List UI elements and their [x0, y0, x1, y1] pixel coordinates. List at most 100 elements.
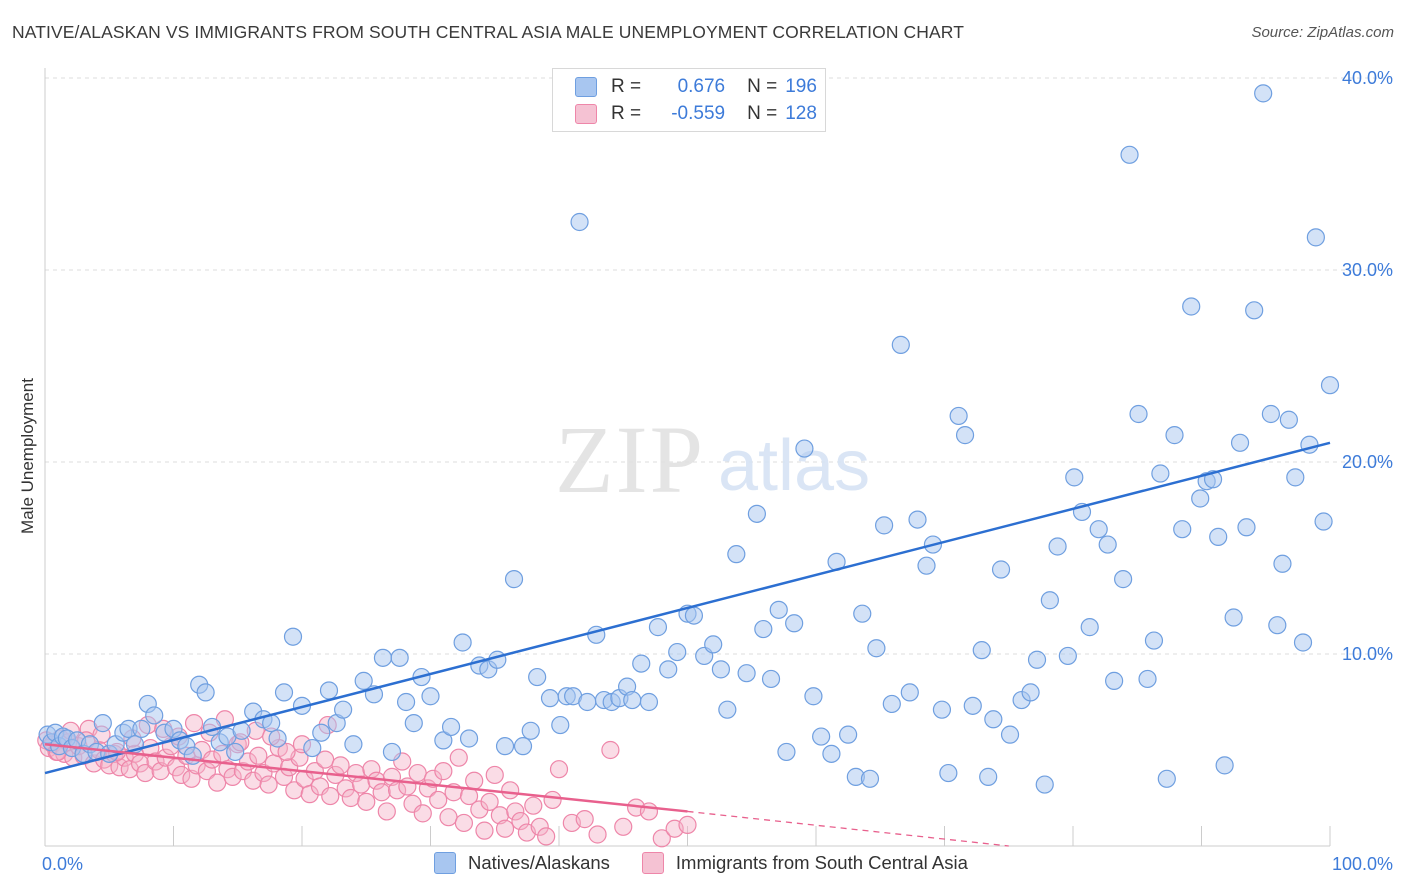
blue-point — [659, 660, 678, 679]
blue-point — [1182, 297, 1201, 316]
blue-point — [955, 426, 975, 445]
blue-point — [727, 545, 746, 564]
blue-point — [747, 504, 766, 523]
blue-point — [1144, 631, 1164, 650]
blue-point — [441, 717, 461, 737]
legend-item-pink[interactable]: Immigrants from South Central Asia — [641, 852, 968, 874]
blue-point — [551, 715, 570, 735]
grid-lines — [45, 77, 1392, 655]
blue-point — [1224, 608, 1243, 627]
blue-point — [459, 729, 479, 748]
blue-point — [196, 683, 215, 702]
pink-point — [184, 714, 204, 733]
pink-point — [543, 790, 562, 810]
pink-point — [429, 790, 448, 810]
legend-item-blue[interactable]: Natives/Alaskans — [434, 852, 610, 874]
blue-point — [1080, 618, 1099, 637]
pink-point — [321, 786, 340, 806]
blue-point — [1138, 669, 1157, 689]
blue-point — [963, 696, 982, 715]
pink-point — [285, 781, 304, 800]
stats-r-label: R = — [611, 76, 642, 97]
stats-row-blue: R = 0.676 N = 196 — [575, 74, 817, 100]
blue-point — [917, 556, 936, 575]
legend: Natives/Alaskans Immigrants from South C… — [434, 852, 1000, 874]
blue-point — [1165, 426, 1184, 445]
blue-point — [521, 721, 540, 740]
blue-point — [1261, 404, 1280, 424]
y-tick-label: 10.0% — [1342, 644, 1393, 664]
blue-point — [1035, 775, 1054, 794]
legend-swatch-pink — [641, 852, 664, 874]
pink-point — [151, 762, 170, 781]
blue-point — [785, 614, 804, 633]
pink-point — [197, 762, 217, 781]
blue-point — [1215, 756, 1234, 775]
blue-point — [882, 694, 901, 714]
pink-point — [652, 829, 671, 848]
blue-point — [932, 700, 952, 719]
stats-swatch-pink — [575, 104, 597, 124]
blue-point — [283, 627, 303, 646]
blue-point — [737, 664, 756, 683]
pink-point — [537, 827, 556, 846]
pink-point — [341, 788, 360, 808]
pink-point — [172, 765, 191, 785]
legend-swatch-blue — [434, 852, 456, 874]
blue-point — [1065, 468, 1084, 487]
blue-point — [754, 619, 773, 639]
pink-point — [601, 740, 620, 760]
blue-point — [704, 635, 723, 654]
blue-point — [1027, 650, 1047, 669]
pink-point — [506, 802, 525, 821]
pink-point — [511, 811, 530, 831]
blue-point — [1320, 376, 1340, 395]
stats-box: R = 0.676 N = 196 R = -0.559 N = 128 — [552, 68, 826, 132]
y-tick-label: 30.0% — [1342, 260, 1393, 280]
blue-point — [1157, 769, 1176, 788]
blue-point — [639, 692, 659, 712]
blue-point — [183, 746, 202, 765]
pink-point — [614, 817, 633, 836]
blue-point — [421, 687, 440, 706]
pink-point — [495, 819, 515, 838]
pink-point — [449, 748, 468, 767]
blue-point — [453, 633, 472, 652]
blue-point — [761, 669, 781, 689]
blue-point — [900, 683, 919, 702]
pink-point — [588, 825, 607, 844]
blue-point — [319, 681, 339, 700]
blue-point — [1120, 145, 1139, 164]
stats-n-label: N = — [747, 103, 778, 124]
blue-point — [777, 742, 796, 762]
pink-point — [475, 821, 494, 840]
pink-point — [465, 771, 484, 790]
blue-point — [867, 639, 886, 658]
pink-point — [454, 813, 474, 833]
blue-point — [632, 654, 651, 673]
blue-point — [404, 714, 423, 733]
blue-point — [1114, 570, 1133, 589]
blue-point — [578, 692, 597, 712]
blue-point — [795, 439, 814, 458]
legend-label-blue: Natives/Alaskans — [468, 852, 610, 873]
blue-point — [1048, 537, 1067, 556]
pink-point — [639, 802, 659, 821]
blue-point — [268, 729, 287, 748]
pink-point — [377, 802, 396, 821]
blue-point — [1306, 228, 1325, 247]
blue-point — [1021, 683, 1040, 702]
blue-point — [1279, 410, 1298, 429]
stats-swatch-blue — [575, 77, 597, 97]
watermark-zip: ZIP — [555, 406, 705, 513]
pink-point — [300, 785, 319, 804]
blue-point — [570, 212, 589, 232]
pink-point — [277, 742, 296, 762]
blue-point — [495, 737, 515, 756]
blue-point — [718, 700, 737, 719]
blue-point — [390, 648, 409, 667]
blue-point — [434, 731, 453, 750]
stats-r-label: R = — [611, 103, 642, 124]
pink-trend-line — [44, 742, 688, 813]
pink-point — [439, 808, 458, 827]
